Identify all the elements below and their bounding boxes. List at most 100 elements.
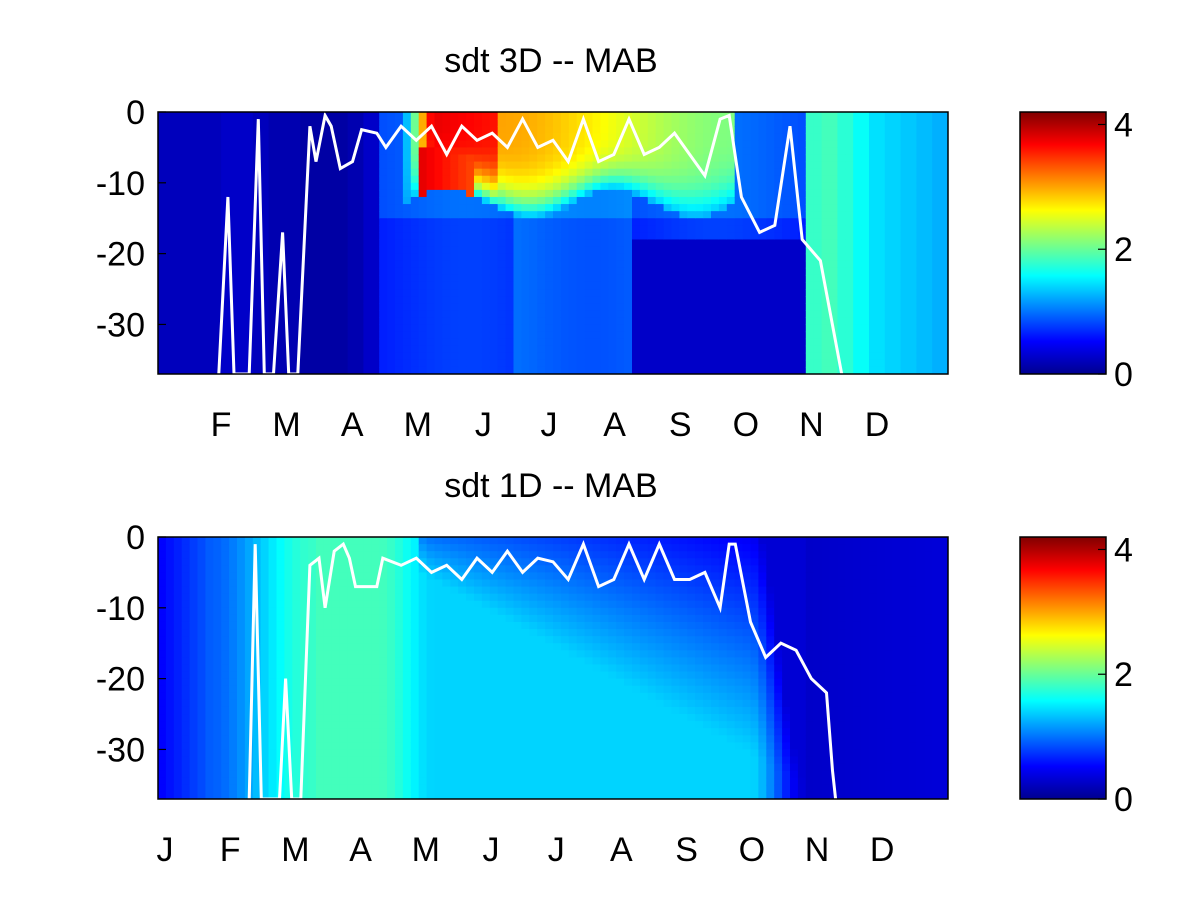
heatmap-cell — [853, 359, 862, 368]
heatmap-cell — [774, 345, 783, 354]
heatmap-cell — [497, 281, 507, 290]
heatmap-cell — [284, 551, 293, 559]
heatmap-cell — [766, 204, 775, 212]
heatmap-cell — [600, 204, 609, 212]
heatmap-cell — [758, 253, 767, 262]
heatmap-cell — [331, 324, 341, 333]
heatmap-cell — [229, 735, 238, 743]
heatmap-cell — [205, 706, 214, 715]
heatmap-cell — [158, 791, 167, 799]
heatmap-cell — [861, 140, 870, 148]
heatmap-cell — [331, 558, 341, 566]
heatmap-cell — [410, 678, 420, 687]
heatmap-cell — [521, 161, 530, 170]
heatmap-cell — [260, 274, 270, 283]
heatmap-cell — [213, 189, 222, 198]
heatmap-cell — [608, 175, 617, 184]
heatmap-cell — [466, 140, 475, 148]
heatmap-cell — [244, 126, 254, 134]
heatmap-cell — [560, 182, 570, 191]
heatmap-cell — [402, 253, 412, 262]
heatmap-cell — [813, 310, 823, 318]
heatmap-cell — [505, 345, 515, 354]
heatmap-cell — [616, 239, 625, 248]
heatmap-cell — [829, 196, 838, 205]
heatmap-cell — [323, 636, 333, 644]
heatmap-cell — [481, 267, 491, 276]
heatmap-cell — [695, 338, 704, 347]
heatmap-cell — [292, 643, 301, 651]
heatmap-cell — [687, 310, 696, 318]
heatmap-cell — [237, 586, 246, 595]
heatmap-cell — [711, 253, 720, 262]
heatmap-cell — [260, 126, 270, 134]
heatmap-cell — [244, 692, 254, 701]
heatmap-cell — [545, 253, 554, 262]
heatmap-cell — [418, 352, 428, 361]
heatmap-cell — [308, 154, 317, 163]
heatmap-cell — [387, 239, 396, 248]
heatmap-cell — [663, 260, 673, 269]
heatmap-cell — [323, 239, 333, 248]
heatmap-cell — [916, 338, 925, 347]
heatmap-cell — [284, 204, 293, 212]
heatmap-cell — [940, 211, 948, 219]
heatmap-cell — [268, 678, 278, 687]
heatmap-cell — [560, 267, 570, 276]
heatmap-cell — [813, 359, 823, 368]
heatmap-cell — [576, 112, 586, 120]
heatmap-cell — [371, 692, 380, 701]
heatmap-cell — [402, 112, 412, 120]
heatmap-cell — [418, 140, 428, 148]
heatmap-cell — [592, 218, 601, 226]
heatmap-cell — [711, 182, 720, 191]
heatmap-cell — [434, 119, 443, 127]
heatmap-cell — [726, 281, 736, 290]
heatmap-cell — [560, 324, 570, 333]
heatmap-cell — [900, 345, 910, 354]
heatmap-cell — [165, 742, 175, 751]
heatmap-cell — [284, 791, 293, 799]
heatmap-cell — [252, 551, 262, 559]
heatmap-cell — [655, 324, 665, 333]
heatmap-cell — [292, 763, 301, 772]
heatmap-cell — [387, 331, 396, 340]
heatmap-cell — [458, 133, 467, 141]
heatmap-cell — [497, 154, 507, 163]
heatmap-cell — [624, 232, 633, 241]
heatmap-cell — [908, 189, 917, 198]
heatmap-cell — [845, 310, 854, 318]
heatmap-cell — [797, 338, 807, 347]
heatmap-cell — [734, 232, 744, 241]
heatmap-cell — [900, 274, 910, 283]
heatmap-cell — [813, 218, 823, 226]
heatmap-cell — [221, 621, 230, 630]
heatmap-cell — [624, 352, 633, 361]
heatmap-cell — [276, 643, 285, 651]
heatmap-cell — [221, 770, 230, 779]
heatmap-cell — [782, 239, 791, 248]
heatmap-cell — [687, 267, 696, 276]
heatmap-cell — [229, 770, 238, 779]
heatmap-cell — [584, 204, 594, 212]
heatmap-cell — [560, 196, 570, 205]
heatmap-cell — [189, 352, 199, 361]
heatmap-cell — [268, 253, 278, 262]
heatmap-cell — [426, 133, 436, 141]
heatmap-cell — [284, 607, 293, 616]
heatmap-cell — [268, 211, 278, 219]
heatmap-cell — [181, 756, 191, 765]
heatmap-cell — [497, 147, 507, 156]
heatmap-cell — [229, 551, 238, 559]
heatmap-cell — [363, 296, 372, 304]
heatmap-cell — [474, 281, 483, 290]
heatmap-cell — [663, 303, 673, 311]
heatmap-cell — [726, 112, 736, 120]
heatmap-cell — [205, 699, 214, 708]
heatmap-cell — [339, 281, 349, 290]
heatmap-cell — [213, 664, 222, 673]
heatmap-cell — [229, 671, 238, 680]
heatmap-cell — [813, 161, 823, 170]
heatmap-cell — [221, 274, 230, 283]
heatmap-cell — [300, 182, 309, 191]
